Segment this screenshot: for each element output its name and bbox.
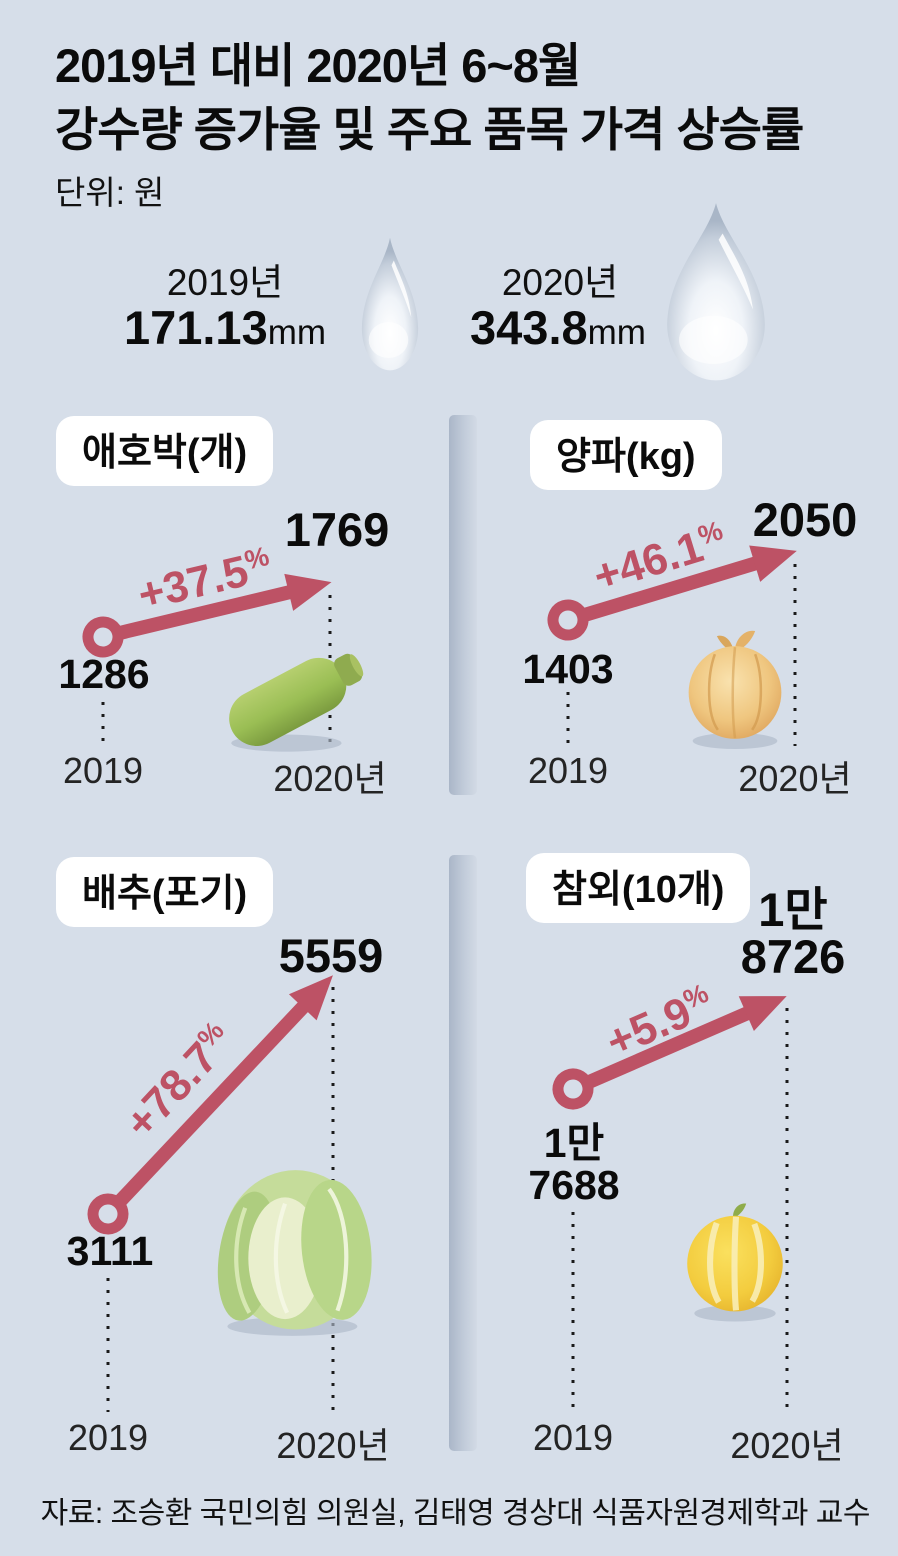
title-line-1: 2019년 대비 2020년 6~8월 <box>55 39 581 92</box>
rainfall-2019-number: 171.13 <box>123 301 268 354</box>
rainfall-2020-unit: mm <box>587 313 646 352</box>
panel-zucchini-end-value: 1769 <box>284 503 390 556</box>
panel-zucchini-year-end: 2020년 <box>273 758 387 799</box>
panel-zucchini-start-value: 1286 <box>58 651 150 697</box>
water-drop-icon-large <box>667 203 765 381</box>
rainfall-2020-label: 2020년 <box>501 262 619 303</box>
melon-icon <box>687 1203 783 1322</box>
panel-onion: 양파(kg) 2050 +46.1% 1403 <box>480 410 898 799</box>
panel-melon-end-value: 1만 8726 <box>740 883 846 983</box>
rainfall-2019-label: 2019년 <box>166 262 284 303</box>
panel-zucchini-year-start: 2019 <box>62 750 144 791</box>
onion-icon <box>688 630 782 749</box>
panel-melon-year-start: 2019 <box>532 1417 614 1458</box>
panel-zucchini-title: 애호박(개) <box>56 416 274 486</box>
water-drop-icon-small <box>361 237 419 371</box>
panel-melon-year-end: 2020년 <box>730 1425 844 1466</box>
panel-cabbage: 배추(포기) 5559 +78.7% 3111 2019 2 <box>40 850 448 1466</box>
panel-cabbage-year-start: 2019 <box>67 1417 149 1458</box>
column-divider-top <box>449 415 477 795</box>
panel-onion-year-start: 2019 <box>527 750 609 791</box>
column-divider-bottom <box>449 855 477 1451</box>
panel-onion-start-value: 1403 <box>522 646 614 692</box>
panel-melon-title: 참외(10개) <box>526 853 751 923</box>
panel-onion-change: +46.1% <box>587 515 727 602</box>
rainfall-2019-unit: mm <box>267 313 327 352</box>
rainfall-2019-value: 171.13mm <box>92 300 358 355</box>
panel-onion-end-value: 2050 <box>752 493 858 546</box>
panel-zucchini: 애호박(개) 1769 +37.5% 1286 <box>40 410 448 799</box>
panel-onion-title: 양파(kg) <box>530 420 722 490</box>
title-line-2: 강수량 증가율 및 주요 품목 가격 상승률 <box>55 103 804 156</box>
panel-cabbage-end-value: 5559 <box>278 929 384 982</box>
panel-melon-start-value: 1만 7688 <box>528 1120 620 1208</box>
cabbage-icon <box>217 1170 372 1336</box>
unit-label: 단위: 원 <box>55 174 165 211</box>
rainfall-2020-number: 343.8 <box>470 301 588 354</box>
panel-melon: 참외(10개) 1만 8726 +5.9% 1만 7688 <box>480 850 898 1466</box>
zucchini-icon <box>229 653 364 752</box>
panel-zucchini-change: +37.5% <box>133 540 272 621</box>
rainfall-2020-value: 343.8mm <box>425 300 691 355</box>
panel-cabbage-title: 배추(포기) <box>56 857 274 927</box>
panel-cabbage-year-end: 2020년 <box>276 1425 390 1466</box>
source-credit: 자료: 조승환 국민의힘 의원실, 김태영 경상대 식품자원경제학과 교수 <box>40 1497 871 1530</box>
page-title: 2019년 대비 2020년 6~8월 강수량 증가율 및 주요 품목 가격 상… <box>55 34 804 162</box>
panel-onion-year-end: 2020년 <box>738 758 852 799</box>
panel-melon-change: +5.9% <box>599 977 713 1068</box>
panel-cabbage-start-value: 3111 <box>66 1228 154 1274</box>
